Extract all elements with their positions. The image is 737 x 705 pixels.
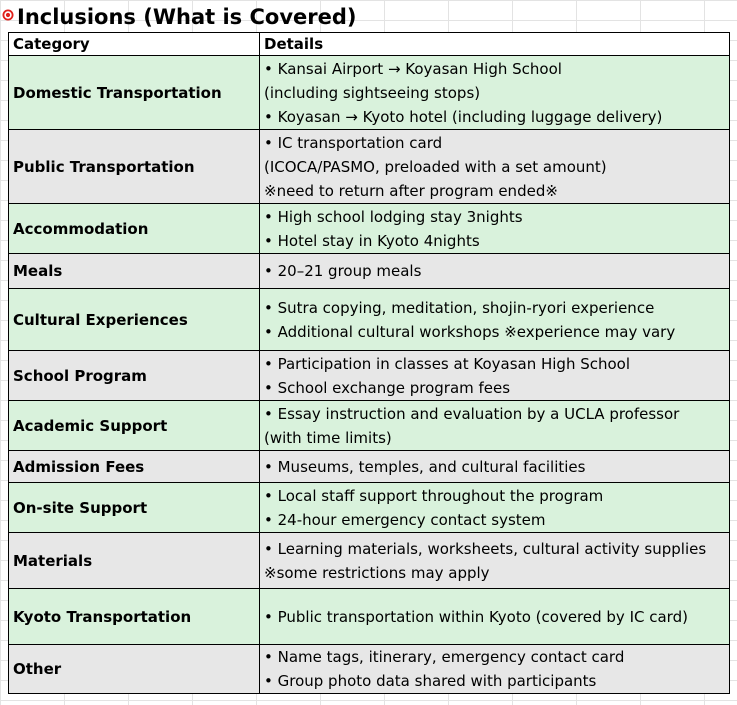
details-cell[interactable]: • Local staff support throughout the pro… bbox=[259, 482, 730, 533]
detail-line: • 20–21 group meals bbox=[264, 262, 422, 280]
table-row: Cultural Experiences • Sutra copying, med… bbox=[8, 288, 730, 351]
detail-line: ※some restrictions may apply bbox=[264, 563, 490, 582]
page-title[interactable]: Inclusions (What is Covered) bbox=[2, 3, 357, 31]
table-row: Other • Name tags, itinerary, emergency c… bbox=[8, 644, 730, 694]
table-row: Meals • 20–21 group meals bbox=[8, 253, 730, 289]
category-cell[interactable]: Domestic Transportation bbox=[8, 55, 260, 130]
detail-line: • Museums, temples, and cultural facilit… bbox=[264, 457, 586, 476]
detail-line: • Sutra copying, meditation, shojin-ryor… bbox=[264, 298, 655, 317]
table-row: Materials • Learning materials, worksheet… bbox=[8, 532, 730, 589]
target-bullseye-icon bbox=[2, 9, 14, 21]
header-details[interactable]: Details bbox=[259, 32, 730, 56]
details-cell[interactable]: • High school lodging stay 3nights • Hote… bbox=[259, 203, 730, 254]
category-cell[interactable]: Kyoto Transportation bbox=[8, 588, 260, 645]
table-row: On-site Support • Local staff support thr… bbox=[8, 482, 730, 533]
details-cell[interactable]: • Learning materials, worksheets, cultur… bbox=[259, 532, 730, 589]
details-cell[interactable]: • 20–21 group meals bbox=[259, 253, 730, 289]
details-cell[interactable]: • IC transportation card (ICOCA/PASMO, p… bbox=[259, 129, 730, 204]
category-cell[interactable]: Meals bbox=[8, 253, 260, 289]
detail-line: • Additional cultural workshops ※experie… bbox=[264, 322, 676, 341]
page-title-text: Inclusions (What is Covered) bbox=[17, 5, 357, 29]
inclusions-table: Category Details Domestic Transportation… bbox=[8, 32, 730, 694]
details-cell[interactable]: • Sutra copying, meditation, shojin-ryor… bbox=[259, 288, 730, 351]
category-cell[interactable]: Accommodation bbox=[8, 203, 260, 254]
detail-line: • IC transportation card bbox=[264, 133, 443, 152]
category-cell[interactable]: On-site Support bbox=[8, 482, 260, 533]
detail-line: • Essay instruction and evaluation by a … bbox=[264, 404, 680, 423]
details-cell[interactable]: • Essay instruction and evaluation by a … bbox=[259, 400, 730, 451]
category-cell[interactable]: Admission Fees bbox=[8, 450, 260, 483]
detail-line: (including sightseeing stops) bbox=[264, 83, 481, 102]
detail-line: • Name tags, itinerary, emergency contac… bbox=[264, 648, 625, 666]
detail-line: • Local staff support throughout the pro… bbox=[264, 486, 604, 505]
table-row: Kyoto Transportation • Public transportat… bbox=[8, 588, 730, 645]
table-body: Domestic Transportation • Kansai Airport … bbox=[8, 55, 730, 694]
detail-line: • School exchange program fees bbox=[264, 378, 511, 397]
category-cell[interactable]: School Program bbox=[8, 350, 260, 401]
detail-line: ※need to return after program ended※ bbox=[264, 181, 558, 200]
category-cell[interactable]: Cultural Experiences bbox=[8, 288, 260, 351]
table-row: Accommodation • High school lodging stay … bbox=[8, 203, 730, 254]
detail-line: • 24-hour emergency contact system bbox=[264, 510, 546, 529]
details-cell[interactable]: • Kansai Airport → Koyasan High School (… bbox=[259, 55, 730, 130]
detail-line: • Participation in classes at Koyasan Hi… bbox=[264, 354, 631, 373]
detail-line: (with time limits) bbox=[264, 428, 392, 447]
table-row: Domestic Transportation • Kansai Airport … bbox=[8, 55, 730, 130]
detail-line: • Koyasan → Kyoto hotel (including lugga… bbox=[264, 107, 663, 126]
detail-line: • High school lodging stay 3nights bbox=[264, 207, 523, 226]
details-cell[interactable]: • Name tags, itinerary, emergency contac… bbox=[259, 644, 730, 694]
detail-line: • Public transportation within Kyoto (co… bbox=[264, 607, 688, 626]
detail-line: • Learning materials, worksheets, cultur… bbox=[264, 539, 707, 558]
category-cell[interactable]: Materials bbox=[8, 532, 260, 589]
detail-line: (ICOCA/PASMO, preloaded with a set amoun… bbox=[264, 157, 607, 176]
table-row: Academic Support • Essay instruction and … bbox=[8, 400, 730, 451]
header-category[interactable]: Category bbox=[8, 32, 260, 56]
details-cell[interactable]: • Museums, temples, and cultural facilit… bbox=[259, 450, 730, 483]
category-cell[interactable]: Public Transportation bbox=[8, 129, 260, 204]
table-row: Admission Fees • Museums, temples, and cu… bbox=[8, 450, 730, 483]
table-header-row: Category Details bbox=[8, 32, 730, 56]
detail-line: • Kansai Airport → Koyasan High School bbox=[264, 59, 562, 78]
category-cell[interactable]: Other bbox=[8, 644, 260, 694]
details-cell[interactable]: • Participation in classes at Koyasan Hi… bbox=[259, 350, 730, 401]
table-row: School Program • Participation in classes… bbox=[8, 350, 730, 401]
detail-line: • Group photo data shared with participa… bbox=[264, 672, 597, 690]
details-cell[interactable]: • Public transportation within Kyoto (co… bbox=[259, 588, 730, 645]
table-row: Public Transportation • IC transportation… bbox=[8, 129, 730, 204]
category-cell[interactable]: Academic Support bbox=[8, 400, 260, 451]
detail-line: • Hotel stay in Kyoto 4nights bbox=[264, 231, 480, 250]
